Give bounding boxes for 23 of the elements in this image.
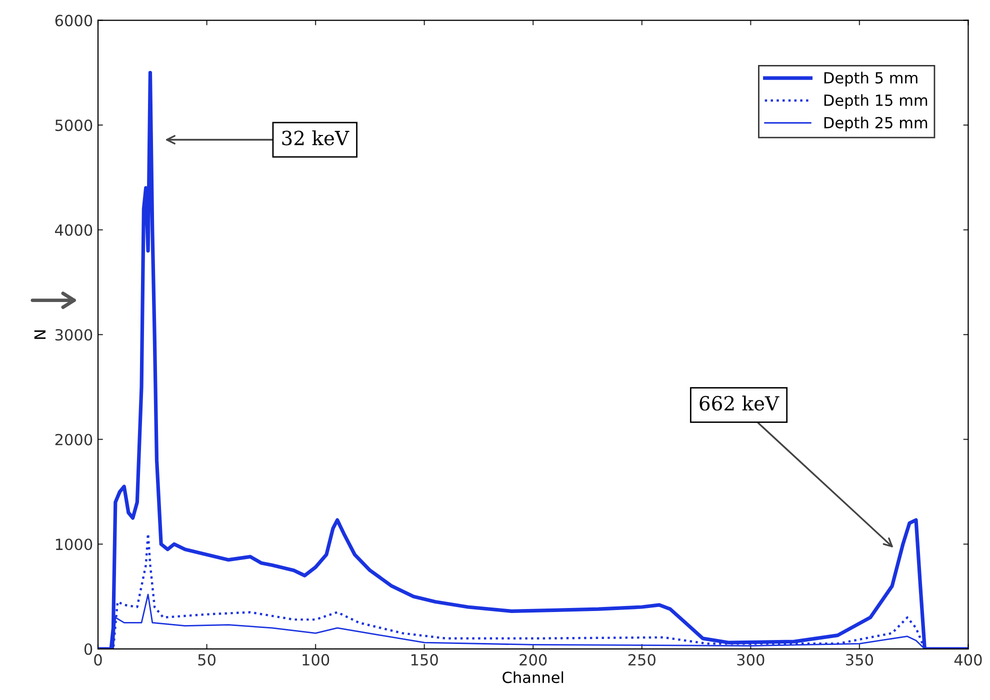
y-tick-label: 5000 [55, 120, 92, 132]
x-tick-label: 150 [411, 654, 438, 666]
x-tick-label: 100 [302, 654, 330, 666]
legend-label: Depth 5 mm [824, 72, 918, 87]
x-tick-label: 300 [737, 654, 764, 666]
x-tick-label: 250 [628, 654, 656, 666]
x-axis-title: Channel [502, 671, 564, 684]
y-tick-label: 1000 [56, 538, 92, 550]
y-axis-title: N [34, 330, 46, 339]
x-tick-label: 400 [954, 654, 982, 666]
y-tick-label: 2000 [55, 434, 92, 446]
y-tick-label: 0 [84, 643, 92, 655]
x-tick-label: 200 [520, 654, 547, 666]
x-tick-label: 350 [846, 654, 874, 666]
y-tick-label: 6000 [55, 14, 92, 26]
legend-label: Depth 15 mm [824, 94, 928, 109]
annotation: 662 keV [700, 396, 780, 411]
annotation: 32 keV [282, 130, 350, 146]
x-tick-label: 50 [198, 654, 216, 666]
legend-label: Depth 25 mm [824, 116, 928, 132]
y-tick-label: 3000 [55, 329, 92, 341]
x-tick-label: 0 [94, 654, 102, 666]
y-tick-label: 4000 [55, 224, 92, 236]
